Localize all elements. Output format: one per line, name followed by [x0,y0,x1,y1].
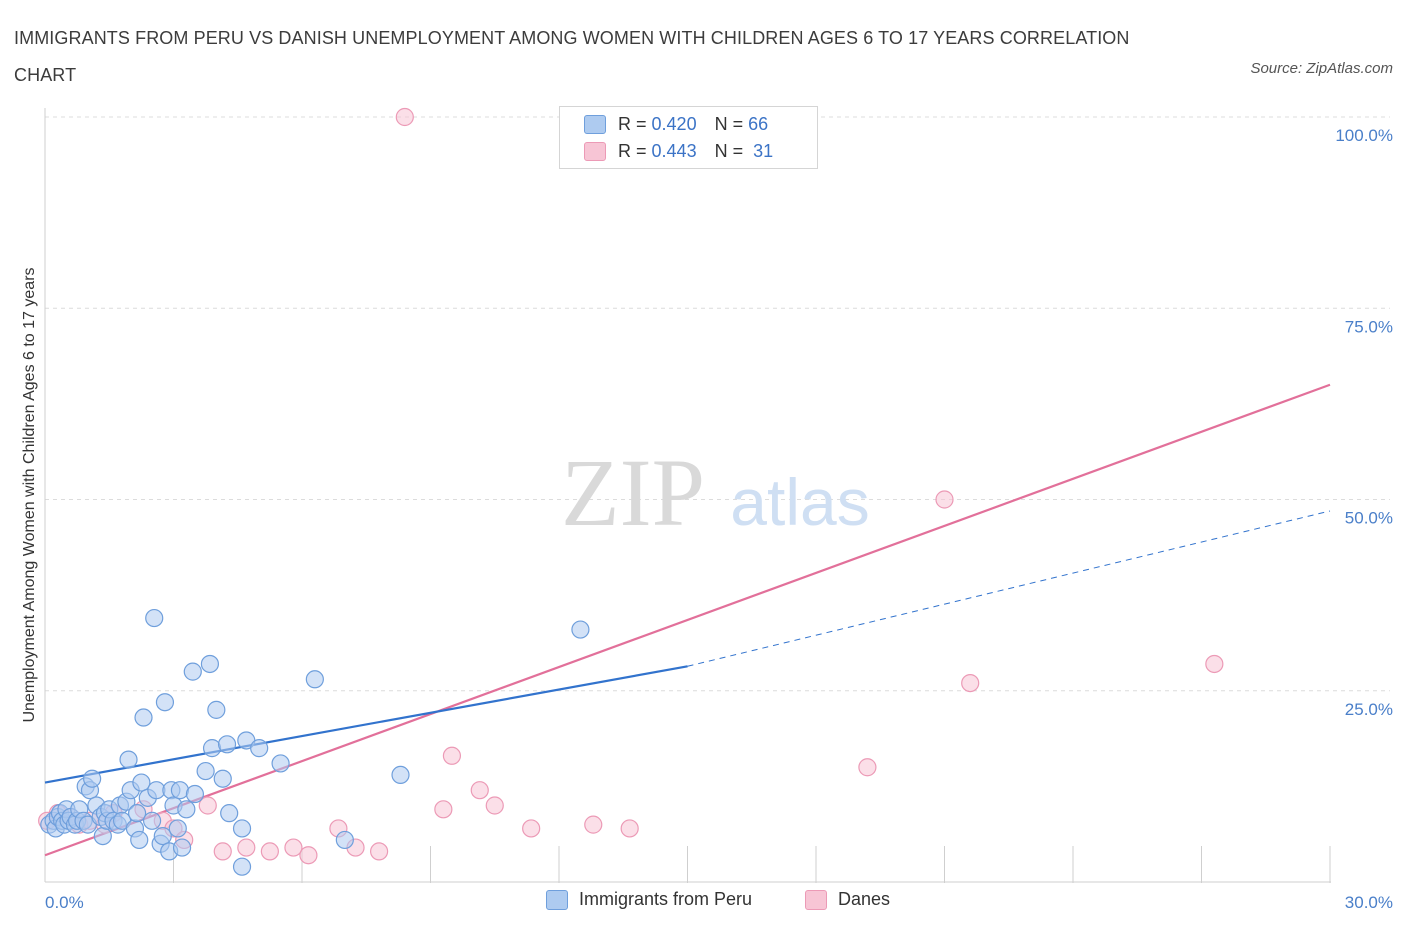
axes [44,108,1331,883]
peru-point [127,804,147,823]
danes-point [620,819,639,838]
legend-n-value-peru: 66 [748,113,769,134]
legend-swatch-peru [584,114,606,134]
danes-point [260,842,279,861]
watermark-atlas: atlas [730,465,869,539]
watermark-zip: ZIP [561,439,705,546]
danes-point [213,842,232,861]
peru-point [335,830,354,850]
bottom-legend: Immigrants from Peru Danes [0,889,1406,915]
peru-point [172,838,192,857]
peru-point [391,765,410,785]
legend-row-peru: R = 0.420 N = 66 [584,112,768,136]
danes-point [434,800,453,819]
peru-point [185,784,205,804]
danes-point [442,746,462,765]
y-tick-label: 100.0% [1335,126,1393,145]
danes-point [395,107,414,127]
legend-item-danes: Danes [805,889,890,910]
data-points [38,107,1224,876]
peru-point [119,750,138,769]
legend-r-label: R = [618,113,647,134]
peru-point [250,739,269,758]
legend-swatch-danes [584,141,606,161]
peru-point [571,620,590,639]
legend-swatch-danes [805,889,827,910]
legend-item-peru: Immigrants from Peru [546,889,752,910]
peru-point [196,761,215,781]
peru-point [168,819,187,838]
danes-point [237,838,256,857]
peru-point [232,819,252,838]
danes-point [1205,654,1224,674]
grid-lines [45,116,1390,692]
peru-point [145,608,164,628]
legend-r-label: R = [618,140,647,161]
peru-point [177,800,196,819]
legend-n-label: N = [714,140,744,161]
peru-point [130,830,149,850]
peru-point [271,754,290,773]
y-tick-label: 75.0% [1345,317,1393,336]
danes-point [299,846,318,865]
peru-point [142,811,162,830]
danes-point [198,796,217,815]
peru-point [232,857,252,876]
danes-point [961,673,980,693]
x-tick-label-max: 30.0% [1345,893,1393,912]
peru-point [134,708,153,727]
peru-point [200,654,220,674]
trend-lines [44,383,1331,857]
danes-point [858,758,877,777]
peru-point [202,739,222,758]
danes-point [522,819,541,838]
legend-label-danes: Danes [838,889,891,909]
danes-point [584,815,603,834]
danes-point [284,838,303,857]
danes-point [470,781,489,800]
danes-point [935,490,954,509]
peru-point [83,769,102,788]
y-tick-labels: 100.0% 75.0% 50.0% 25.0% [1335,126,1393,719]
watermark: ZIP atlas [561,439,870,546]
source-label: Source: ZipAtlas.com [1250,60,1393,77]
peru-point [93,826,112,846]
danes-point [370,842,389,861]
chart-title: IMMIGRANTS FROM PERU VS DANISH UNEMPLOYM… [14,28,1130,85]
legend-n-value-danes: 31 [753,140,774,161]
x-tick-label-min: 0.0% [45,893,84,912]
stats-legend: R = 0.420 N = 66 R = 0.443 N = 31 [559,106,818,169]
y-tick-label: 25.0% [1345,700,1393,719]
legend-n-label: N = [714,113,744,134]
peru-point [170,781,190,800]
peru-point [153,826,172,846]
peru-trend-extension [687,510,1331,667]
peru-trend-line [44,665,688,784]
y-tick-label: 50.0% [1345,509,1393,528]
peru-point [207,700,226,719]
peru-point [220,804,239,823]
legend-row-danes: R = 0.443 N = 31 [584,139,773,163]
peru-point [305,670,324,689]
peru-point [183,662,202,681]
danes-point [485,796,504,815]
legend-label-peru: Immigrants from Peru [579,889,753,909]
peru-point [213,769,232,788]
legend-r-value-peru: 0.420 [651,113,697,134]
legend-r-value-danes: 0.443 [651,140,697,161]
peru-point [155,693,175,712]
x-tick-labels: 0.0% 30.0% [45,893,1393,912]
danes-trend-line [44,383,1331,857]
peru-point [132,773,151,792]
peru-point [217,735,237,754]
legend-swatch-peru [546,889,568,910]
